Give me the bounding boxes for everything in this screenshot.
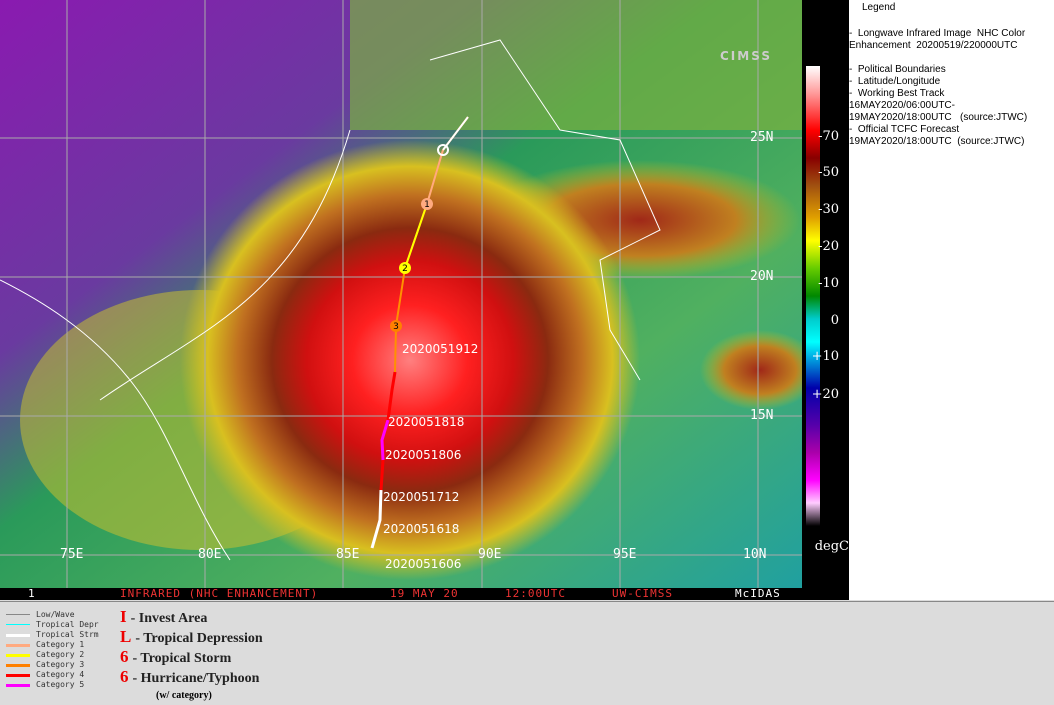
status-bar: 1 INFRARED (NHC ENHANCEMENT) 19 MAY 20 1… xyxy=(0,588,802,600)
symbol-note: (w/ category) xyxy=(156,690,212,701)
scale-tick: 0 xyxy=(830,313,839,328)
scale-tick: -20 xyxy=(818,239,839,254)
track-key-line xyxy=(6,634,30,637)
legend-line: - Official TCFC Forecast xyxy=(849,124,960,135)
track-key-line xyxy=(6,674,30,677)
track-key-line xyxy=(6,624,30,625)
scale-unit: degC xyxy=(814,539,849,554)
lat-label: 15N xyxy=(750,408,773,423)
track-key-label: Category 1 xyxy=(36,640,85,649)
lon-label: 80E xyxy=(198,547,221,562)
lon-label: 85E xyxy=(336,547,359,562)
scale-tick: +20 xyxy=(811,387,839,402)
lat-label: 20N xyxy=(750,269,773,284)
track-key-label: Tropical Strm xyxy=(36,630,99,639)
legend-line xyxy=(849,52,1054,64)
track-key-label: Category 2 xyxy=(36,650,85,659)
track-key-line xyxy=(6,664,30,667)
lon-label: 90E xyxy=(478,547,501,562)
track-label: 2020051606 xyxy=(385,557,461,571)
scale-tick: -10 xyxy=(818,276,839,291)
scale-tick: -50 xyxy=(818,165,839,180)
best-track xyxy=(370,489,383,549)
legend-line: - Working Best Track xyxy=(849,88,945,99)
symbol-depression: L- Tropical Depression xyxy=(120,627,263,647)
legend-line: Enhancement 20200519/220000UTC xyxy=(849,40,1018,51)
infrared-satellite-map: 25N 20N 15N 10N 75E 80E 85E 90E 95E 3 2 … xyxy=(0,0,802,588)
lat-label: 25N xyxy=(750,130,773,145)
legend-line: 19MAY2020/18:00UTC (source:JTWC) xyxy=(849,136,1025,147)
track-key-panel: Low/Wave Tropical Depr Tropical Strm Catego… xyxy=(0,601,1054,705)
track-key-line xyxy=(6,644,30,647)
legend-line: 16MAY2020/06:00UTC- xyxy=(849,100,955,111)
lon-label: 95E xyxy=(613,547,636,562)
product-name: INFRARED (NHC ENHANCEMENT) xyxy=(120,587,319,600)
tropical-storm-icon xyxy=(437,144,449,156)
scale-tick: -30 xyxy=(818,202,839,217)
forecast-point: 2 xyxy=(402,264,408,274)
lon-label: 75E xyxy=(60,547,83,562)
track-key-label: Tropical Depr xyxy=(36,620,99,629)
track-label: 2020051618 xyxy=(383,522,459,536)
image-source: UW-CIMSS xyxy=(612,587,673,600)
image-date: 19 MAY 20 xyxy=(390,587,459,600)
scale-tick: -70 xyxy=(818,129,839,144)
lat-label: 10N xyxy=(743,547,766,562)
symbol-storm: 6- Tropical Storm xyxy=(120,647,232,667)
track-label: 2020051806 xyxy=(385,448,461,462)
frame-number: 1 xyxy=(28,587,36,600)
symbol-hurricane: 6- Hurricane/Typhoon xyxy=(120,667,260,687)
track-key-label: Category 5 xyxy=(36,680,85,689)
track-label: 2020051712 xyxy=(383,490,459,504)
legend-line: - Latitude/Longitude xyxy=(849,76,941,87)
image-time: 12:00UTC xyxy=(505,587,566,600)
cimss-logo: CIMSS xyxy=(720,49,772,63)
track-label: 2020051818 xyxy=(388,415,464,429)
track-key-line xyxy=(6,684,30,687)
system-name: McIDAS xyxy=(735,587,781,600)
legend-line: - Political Boundaries xyxy=(849,64,946,75)
forecast-point: 3 xyxy=(393,322,399,332)
legend-title: Legend xyxy=(862,2,896,13)
track-key-line xyxy=(6,654,30,657)
track-label: 2020051912 xyxy=(402,342,478,356)
legend-line: - Longwave Infrared Image NHC Color xyxy=(849,28,1026,39)
color-scale: -70 -50 -30 -20 -10 0 +10 +20 degC xyxy=(802,0,849,600)
scale-tick: +10 xyxy=(811,349,839,364)
forecast-point: 1 xyxy=(424,200,430,210)
track-key-label: Low/Wave xyxy=(36,610,75,619)
track-key-label: Category 3 xyxy=(36,660,85,669)
symbol-invest: I- Invest Area xyxy=(120,607,208,627)
legend-panel: Legend - Longwave Infrared Image NHC Col… xyxy=(849,0,1054,600)
track-key-label: Category 4 xyxy=(36,670,85,679)
legend-line: 19MAY2020/18:00UTC (source:JTWC) xyxy=(849,112,1028,123)
color-scale-bar xyxy=(806,66,820,526)
track-key-line xyxy=(6,614,30,615)
